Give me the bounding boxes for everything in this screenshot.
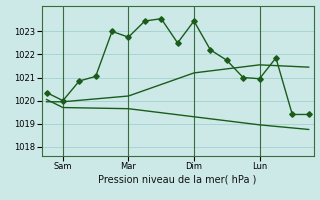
X-axis label: Pression niveau de la mer( hPa ): Pression niveau de la mer( hPa ) [99,174,257,184]
